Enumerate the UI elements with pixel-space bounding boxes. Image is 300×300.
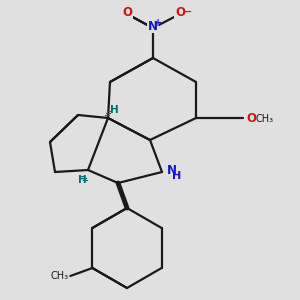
Text: CH₃: CH₃ <box>50 271 68 281</box>
Text: O: O <box>122 7 132 20</box>
Text: N: N <box>167 164 177 176</box>
Text: H: H <box>172 171 182 181</box>
Text: H: H <box>78 175 86 185</box>
Text: O: O <box>246 112 256 124</box>
Text: H: H <box>110 105 118 115</box>
Text: O: O <box>175 7 185 20</box>
Text: N: N <box>148 20 158 32</box>
Text: −: − <box>183 7 193 17</box>
Text: +: + <box>154 18 162 28</box>
Text: CH₃: CH₃ <box>256 114 274 124</box>
